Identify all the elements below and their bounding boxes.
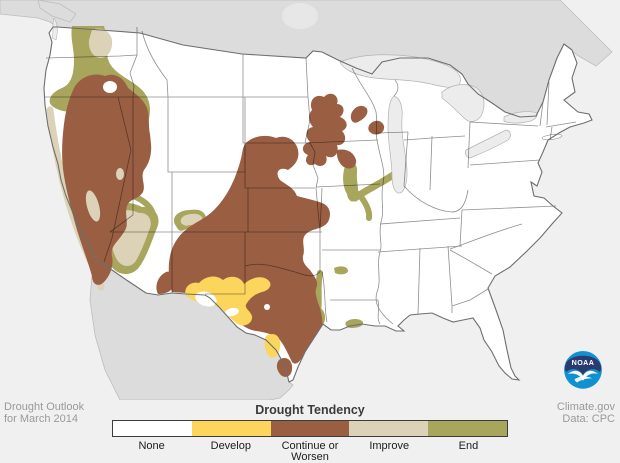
brown-iowa-tail (336, 149, 357, 169)
tan-central-valley (85, 190, 101, 222)
lake-erie (464, 129, 511, 159)
great-lakes (339, 54, 538, 194)
credit-left-line2: for March 2014 (4, 413, 78, 425)
legend-label-none: None (138, 440, 165, 452)
lake-huron (441, 84, 485, 122)
noaa-logo-text: NOAA (572, 359, 595, 367)
legend-title: Drought Tendency (255, 403, 365, 417)
legend-swatch-continue-or-worsen (270, 421, 350, 436)
brown-central-mass (168, 135, 330, 364)
credit-right-line1: Climate.gov (556, 401, 615, 413)
noaa-logo: NOAA (562, 348, 604, 390)
brown-se-arizona (156, 271, 175, 294)
legend-label-develop: Develop (210, 440, 251, 452)
brown-minnesota-iowa (302, 93, 347, 167)
us-drought-map (0, 0, 613, 400)
credit-left-line1: Drought Outlook (4, 401, 85, 413)
canada-lake (282, 3, 318, 29)
credit-right: Climate.gov Data: CPC (557, 401, 615, 425)
credit-left: Drought Outlook for March 2014 (4, 401, 84, 425)
white-hole-oregon (103, 81, 117, 93)
legend-swatch-none (113, 421, 192, 436)
legend-swatch-develop (191, 421, 271, 436)
brown-wisconsin-a (350, 105, 368, 123)
brown-west-blob (62, 74, 152, 285)
vancouver-island (37, 0, 77, 23)
legend-labels: None Develop Continue or Worsen Improve End (112, 441, 508, 463)
tan-nevada-spot (116, 168, 124, 180)
white-hole-texas-b (225, 307, 239, 317)
legend-bar (112, 420, 508, 437)
lake-michigan (387, 95, 408, 194)
legend-swatch-improve (349, 421, 429, 436)
credit-right-line2: Data: CPC (562, 413, 615, 425)
us-outline (43, 26, 593, 383)
yellow-southwest-texas (185, 276, 271, 326)
legend-label-end: End (458, 440, 479, 452)
brown-texas-tip (276, 358, 293, 377)
puget-sound (51, 17, 58, 41)
state-borders (45, 27, 577, 325)
legend-swatch-end (428, 421, 507, 436)
white-dot-texas (264, 304, 270, 310)
drought-legend: Drought Tendency None Develop Continue or … (112, 403, 508, 463)
legend-label-continue-or-worsen: Continue or Worsen (281, 440, 339, 463)
drought-layer-continue (62, 74, 385, 364)
noaa-logo-icon: NOAA (564, 350, 602, 389)
legend-label-improve: Improve (369, 440, 410, 452)
